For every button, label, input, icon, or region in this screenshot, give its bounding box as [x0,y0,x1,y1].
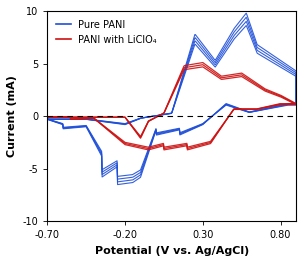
X-axis label: Potential (V vs. Ag/AgCl): Potential (V vs. Ag/AgCl) [95,246,249,256]
Legend: Pure PANI, PANI with LiClO₄: Pure PANI, PANI with LiClO₄ [52,16,161,48]
Y-axis label: Current (mA): Current (mA) [7,75,17,157]
